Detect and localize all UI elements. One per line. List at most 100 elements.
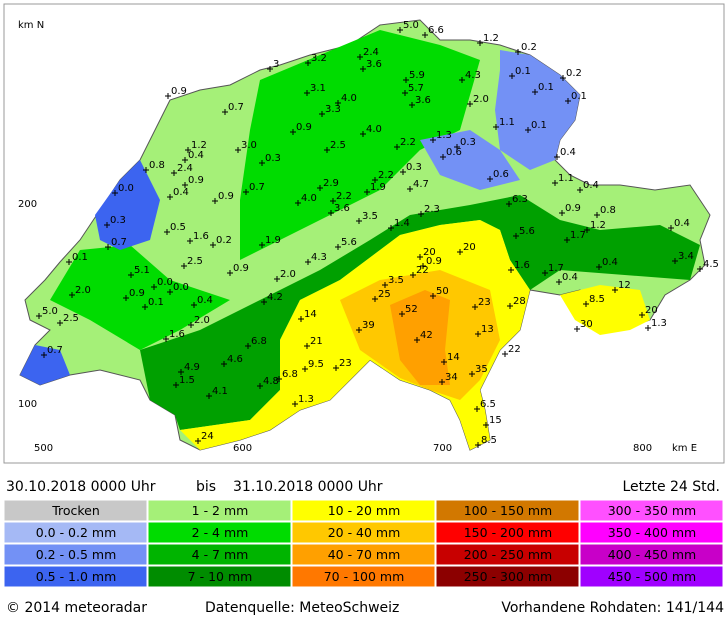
legend-swatch [435,565,580,588]
station-value: 23 [478,297,491,308]
legend-swatch [291,543,436,566]
station-marker [388,225,394,231]
station-value: 0.3 [406,162,422,173]
station-marker [105,244,111,250]
station-value: 4.0 [301,193,317,204]
station-marker [123,295,129,301]
station-value: 4.0 [341,93,357,104]
station-marker [407,186,413,192]
station-marker [304,90,310,96]
station-value: 35 [475,364,488,375]
station-value: 0.8 [149,160,165,171]
legend-label: 7 - 10 mm [188,569,253,584]
legend-swatch [579,521,724,544]
station-value: 1.7 [570,230,586,241]
station-value: 0.1 [538,82,554,93]
station-value: 0.4 [197,295,213,306]
station-value: 24 [201,431,214,442]
station-marker [206,393,212,399]
station-value: 4.8 [263,376,279,387]
station-value: 1.9 [370,182,386,193]
station-marker [261,299,267,305]
station-value: 1.9 [265,235,281,246]
station-marker [69,292,75,298]
station-marker [418,211,424,217]
station-marker [178,369,184,375]
zone-green [50,245,230,350]
station-value: 28 [513,296,526,307]
station-marker [422,32,428,38]
station-marker [645,325,651,331]
station-marker [267,66,273,72]
station-value: 4.3 [465,70,481,81]
station-marker [532,89,538,95]
station-value: 2.2 [378,170,394,181]
legend-label: 400 - 450 mm [608,547,697,562]
station-value: 3.5 [388,275,404,286]
station-value: 0.1 [531,120,547,131]
station-marker [257,383,263,389]
station-value: 39 [362,320,375,331]
x-axis-label: 700 [433,443,452,454]
station-marker [414,337,420,343]
legend-label: 250 - 300 mm [464,569,553,584]
station-value: 12 [618,280,631,291]
station-value: 0.9 [565,203,581,214]
station-marker [171,170,177,176]
station-marker [554,154,560,160]
station-marker [596,264,602,270]
station-value: 0.7 [111,237,127,248]
station-value: 5.7 [408,83,424,94]
station-value: 4.6 [227,354,243,365]
station-value: 0.3 [110,215,126,226]
station-value: 1.6 [514,260,530,271]
station-value: 0.5 [170,222,186,233]
station-value: 2.2 [400,137,416,148]
station-marker [243,189,249,195]
station-value: 3.6 [334,203,350,214]
zone-blue [95,160,160,250]
station-marker [167,289,173,295]
station-marker [668,225,674,231]
legend-swatch [3,565,148,588]
station-marker [467,101,473,107]
station-marker [493,124,499,130]
station-marker [292,401,298,407]
station-marker [104,222,110,228]
station-value: 0.2 [216,235,232,246]
station-marker [317,185,323,191]
station-marker [441,359,447,365]
station-marker [335,100,341,106]
station-value: 2.0 [280,269,296,280]
legend-label: Trocken [51,503,100,518]
period-sep: bis [196,479,216,495]
station-value: 25 [378,289,391,300]
station-value: 3.4 [678,251,694,262]
station-marker [402,90,408,96]
station-marker [564,237,570,243]
station-value: 2.5 [187,256,203,267]
station-value: 5.6 [341,237,357,248]
legend-swatch [435,521,580,544]
station-value: 1.1 [558,173,574,184]
station-marker [410,272,416,278]
zone-blue [495,50,580,170]
station-value: 15 [489,415,502,426]
station-value: 0.0 [173,282,189,293]
station-value: 2.9 [323,178,339,189]
legend-label: 0.2 - 0.5 mm [36,547,117,562]
legend-label: 100 - 150 mm [464,503,553,518]
station-marker [459,77,465,83]
station-value: 0.3 [460,137,476,148]
legend-swatch [3,543,148,566]
station-value: 0.1 [148,297,164,308]
zone-blue [20,345,70,385]
legend-label: 1 - 2 mm [192,503,249,518]
legend-swatch [147,521,292,544]
station-marker [295,200,301,206]
legend-label: 0.0 - 0.2 mm [36,525,117,540]
station-marker [577,187,583,193]
station-marker [151,284,157,290]
station-marker [357,54,363,60]
station-value: 42 [420,330,433,341]
